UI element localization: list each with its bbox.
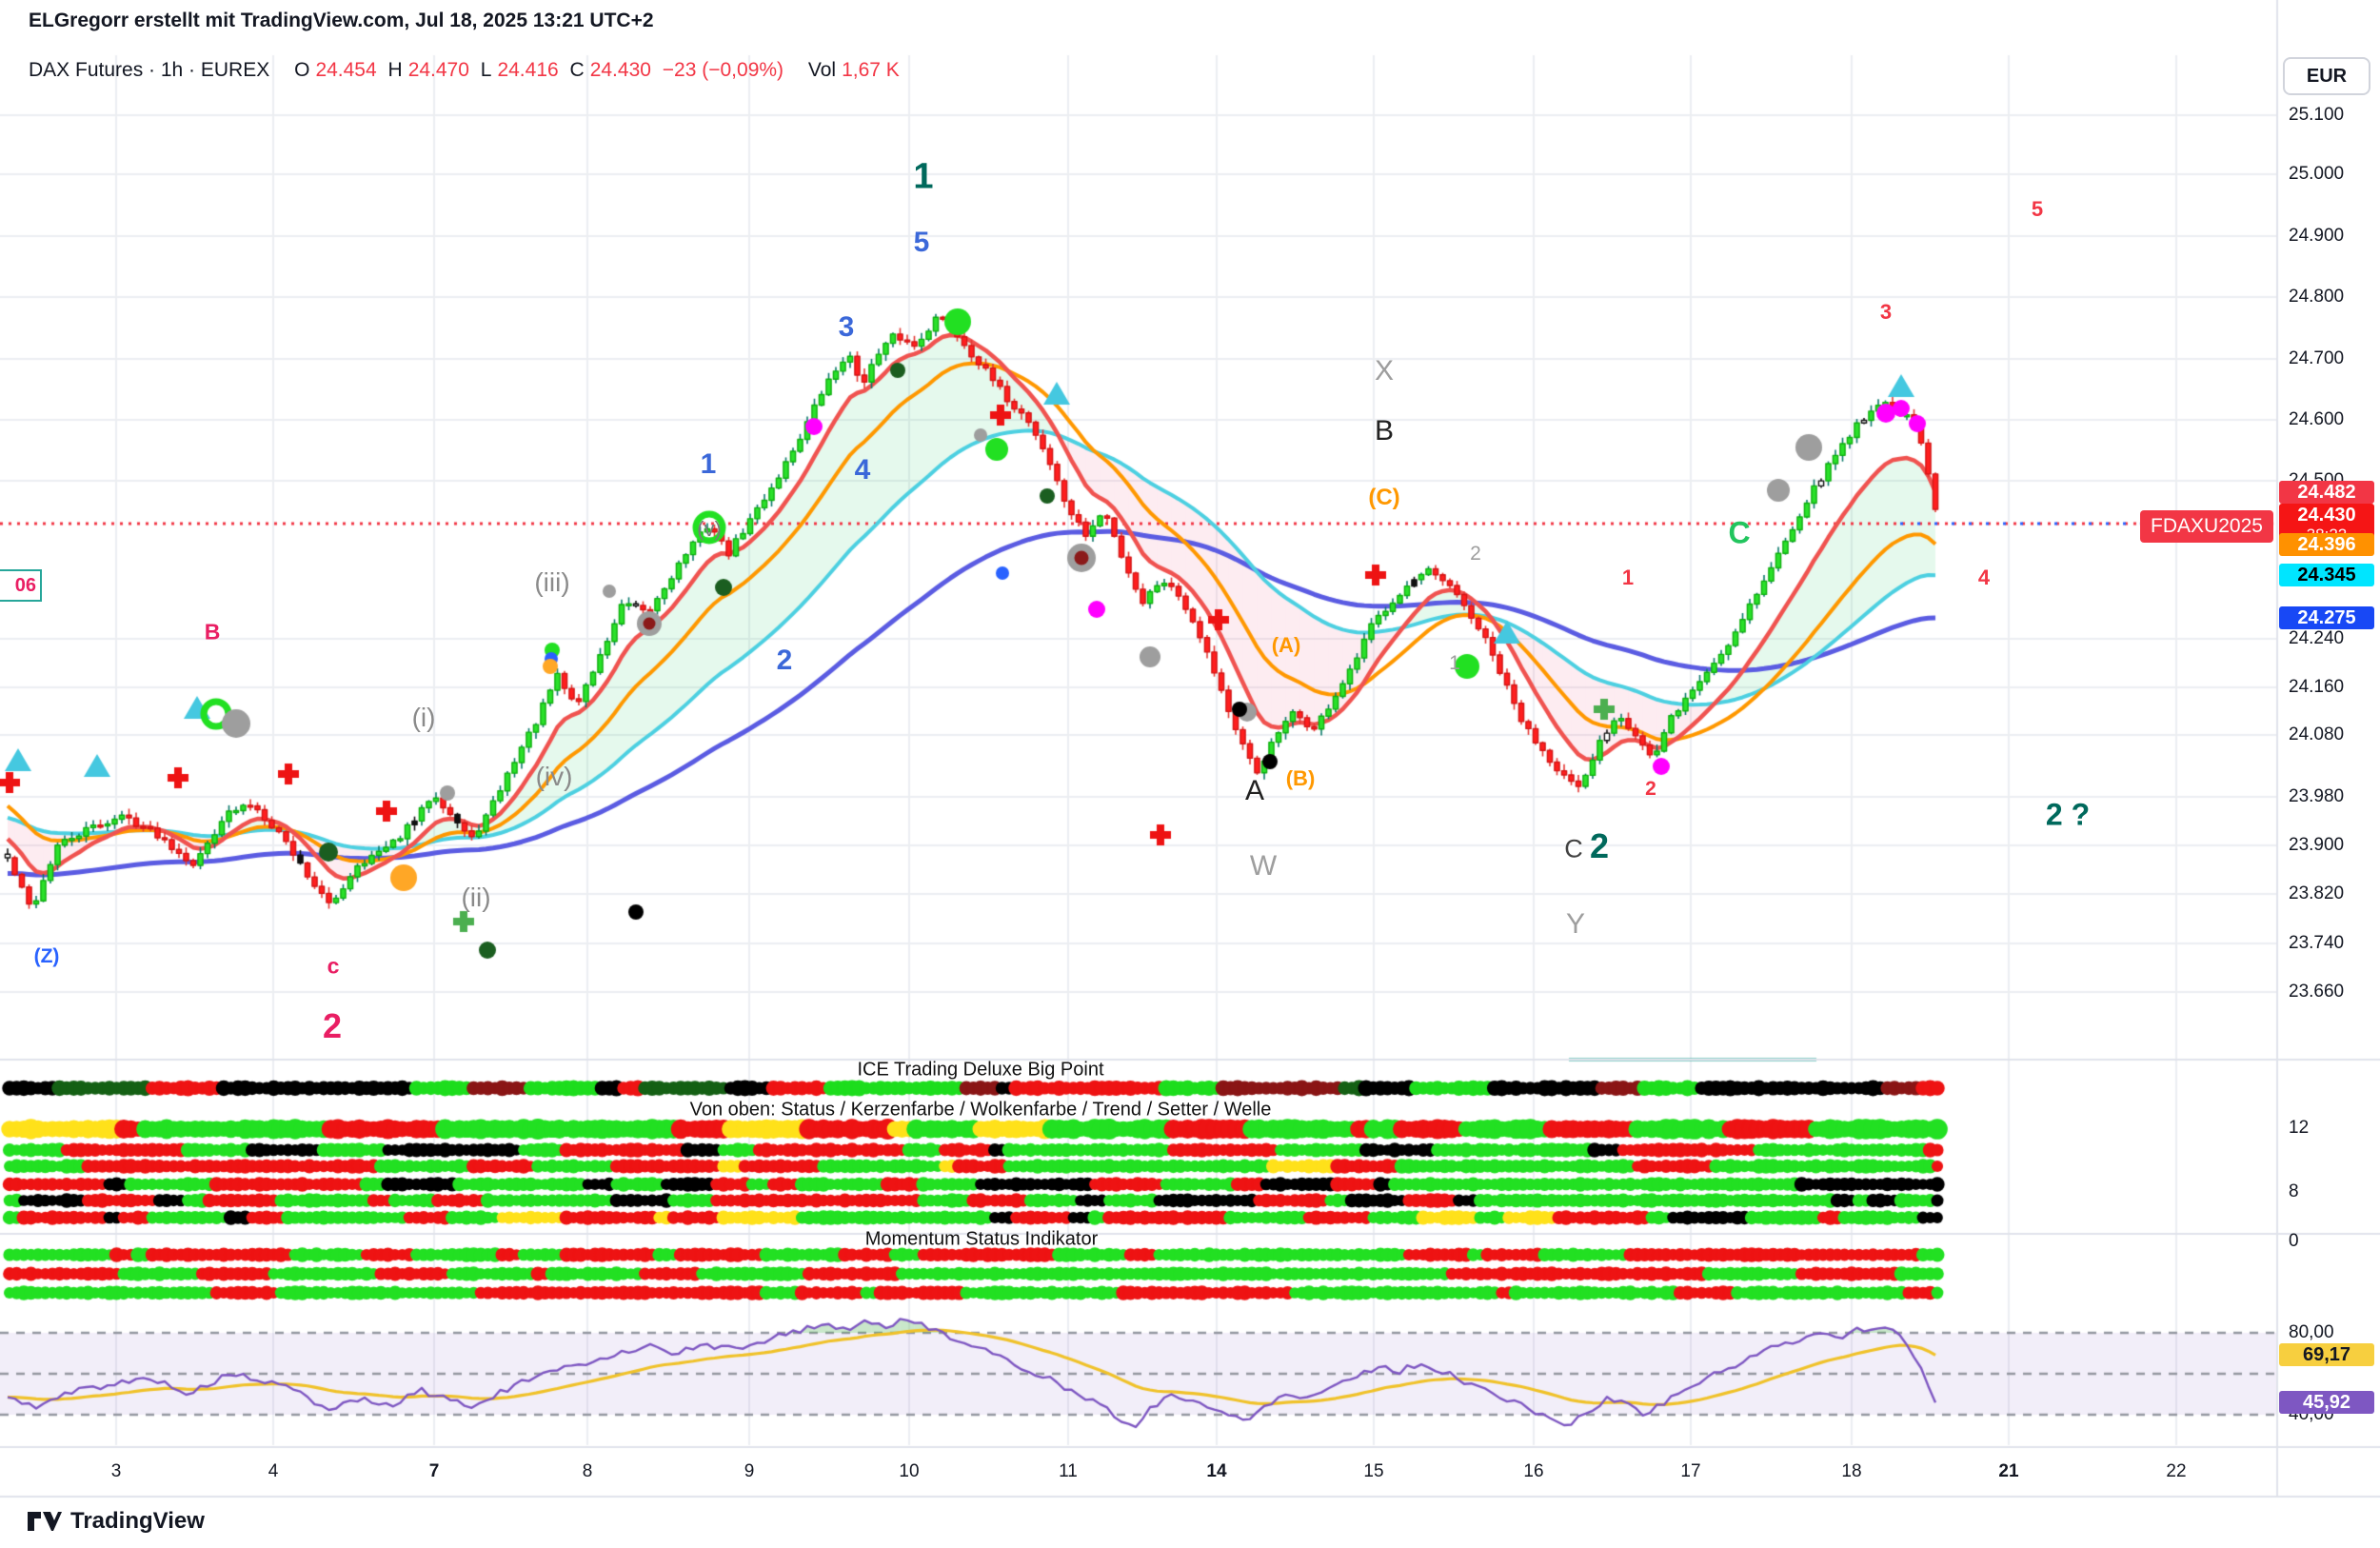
wave-label: (B) (1285, 766, 1316, 790)
wave-label: 5 (913, 227, 930, 258)
wave-label: 2 (1470, 543, 1481, 565)
wave-label: (iv) (535, 762, 573, 791)
time-axis-label[interactable]: 18 (1841, 1461, 1862, 1481)
ohlc-open-label: O (294, 59, 310, 81)
wave-label: C (1728, 515, 1751, 550)
price-tick-label[interactable]: 24.600 (2289, 409, 2345, 429)
contract-price-label: FDAXU2025 (2140, 510, 2273, 543)
price-tick-label[interactable]: 23.660 (2289, 982, 2345, 1002)
price-tick-label[interactable]: 24.080 (2289, 724, 2345, 744)
price-badge: 24.345 (2279, 564, 2374, 586)
wave-label: B (1374, 415, 1395, 447)
tradingview-logo-icon (28, 1512, 62, 1531)
wave-label: X (1374, 355, 1395, 387)
tradingview-logo-text: TradingView (70, 1508, 205, 1534)
wave-label: c (327, 953, 340, 979)
rsi-tick-label[interactable]: 80,00 (2289, 1322, 2334, 1342)
wave-label: A (1244, 775, 1265, 806)
wave-label: 5 (2031, 197, 2044, 221)
wave-label: W (1249, 850, 1278, 882)
time-axis-label[interactable]: 21 (1998, 1461, 2019, 1481)
ohlc-high-value: 24.470 (407, 59, 469, 81)
wave-label: (Z) (33, 945, 60, 967)
wave-label: 1 (1449, 652, 1460, 674)
wave-label: (A) (1271, 633, 1301, 657)
wave-label: 1 (700, 448, 717, 480)
wave-label: (C) (1368, 485, 1400, 510)
wave-label: C (1564, 834, 1583, 863)
ohlc-close-label: C (569, 59, 585, 81)
time-axis-label[interactable]: 15 (1363, 1461, 1384, 1481)
wave-label: 1 (1621, 566, 1635, 589)
ohlc-high-label: H (387, 59, 403, 81)
price-tick-label[interactable]: 23.740 (2289, 933, 2345, 953)
price-tick-label[interactable]: 23.820 (2289, 883, 2345, 903)
wave-label: B (204, 619, 221, 645)
wave-label: 2 ? (2045, 797, 2091, 832)
price-tick-label[interactable]: 23.980 (2289, 786, 2345, 806)
price-tick-label[interactable]: 24.160 (2289, 677, 2345, 697)
time-axis-label[interactable]: 16 (1523, 1461, 1544, 1481)
ohlc-low-value: 24.416 (497, 59, 559, 81)
ice-pane-title: ICE Trading Deluxe Big Point (857, 1059, 1104, 1081)
time-axis-label[interactable]: 22 (2166, 1461, 2187, 1481)
time-axis-label[interactable]: 7 (428, 1461, 440, 1481)
wave-label: (i) (411, 703, 436, 732)
wave-label: (v) (697, 517, 722, 541)
price-tick-label[interactable]: 25.000 (2289, 164, 2345, 184)
time-axis-label[interactable]: 14 (1206, 1461, 1227, 1481)
indicator-tick-label[interactable]: 12 (2289, 1118, 2310, 1138)
price-tick-label[interactable]: 24.800 (2289, 287, 2345, 307)
wave-label: 3 (1879, 300, 1893, 324)
price-tick-label[interactable]: 24.700 (2289, 348, 2345, 368)
currency-button[interactable]: EUR (2283, 57, 2370, 95)
time-axis-label[interactable]: 17 (1680, 1461, 1701, 1481)
price-tick-label[interactable]: 25.100 (2289, 105, 2345, 125)
wave-label: 2 (322, 1006, 343, 1045)
price-badge: 24.482 (2279, 481, 2374, 504)
wave-label: (iii) (534, 567, 570, 597)
wave-label: (ii) (461, 883, 491, 912)
price-tick-label[interactable]: 24.900 (2289, 226, 2345, 246)
symbol-title[interactable]: DAX Futures · 1h · EUREX (29, 59, 270, 81)
time-axis-label[interactable]: 8 (582, 1461, 593, 1481)
ohlc-close-value: 24.430 (589, 59, 651, 81)
wave-label: 4 (1977, 566, 1991, 589)
time-axis-label[interactable]: 3 (110, 1461, 122, 1481)
price-badge: 24.275 (2279, 606, 2374, 629)
wave-label: 3 (838, 311, 855, 343)
wave-label: 2 (776, 645, 793, 676)
time-axis-label[interactable]: 11 (1059, 1461, 1078, 1481)
price-badge: 24.396 (2279, 533, 2374, 556)
wave-label: 1 (913, 156, 934, 197)
chart-attribution-header: ELGregorr erstellt mit TradingView.com, … (29, 10, 654, 31)
indicator-tick-label[interactable]: 0 (2289, 1231, 2299, 1251)
von-oben-pane-subtitle: Von oben: Status / Kerzenfarbe / Wolkenf… (689, 1099, 1272, 1121)
wave-label: 2 (1645, 778, 1656, 800)
price-tick-label[interactable]: 24.240 (2289, 628, 2345, 648)
wave-label: 4 (854, 454, 871, 486)
time-axis-label[interactable]: 10 (899, 1461, 920, 1481)
rsi-badge: 45,92 (2279, 1391, 2374, 1414)
symbol-legend[interactable]: DAX Futures · 1h · EUREX O 24.454 H 24.470… (29, 59, 905, 82)
indicator-tick-label[interactable]: 8 (2289, 1181, 2299, 1201)
ohlc-open-value: 24.454 (315, 59, 377, 81)
left-cut-price-label: 06 (0, 569, 42, 602)
change-value: −23 (−0,09%) (662, 59, 784, 81)
volume-value: 1,67 K (842, 59, 900, 81)
price-tick-label[interactable]: 23.900 (2289, 835, 2345, 855)
rsi-badge: 69,17 (2279, 1343, 2374, 1366)
time-axis-label[interactable]: 4 (268, 1461, 279, 1481)
tradingview-logo[interactable]: TradingView (27, 1508, 205, 1535)
volume-label: Vol (807, 59, 837, 81)
wave-label: Y (1565, 908, 1586, 940)
momentum-pane-title: Momentum Status Indikator (864, 1228, 1099, 1250)
ohlc-low-label: L (480, 59, 492, 81)
time-axis-label[interactable]: 9 (744, 1461, 755, 1481)
wave-label: 2 (1589, 826, 1610, 865)
